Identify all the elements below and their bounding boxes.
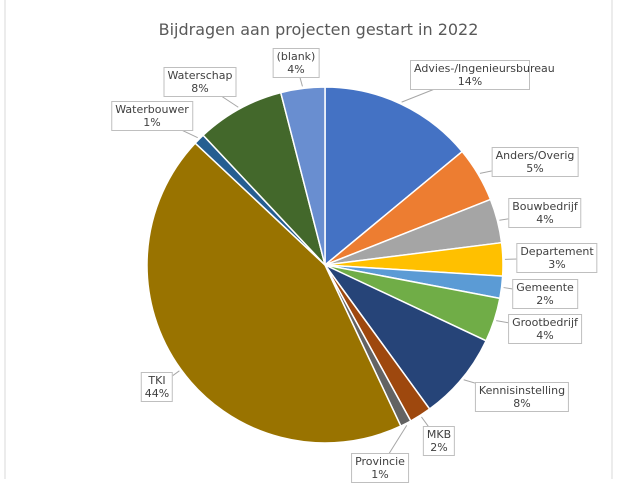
data-label: Kennisinstelling 8% bbox=[474, 382, 570, 412]
data-label: Provincie 1% bbox=[351, 453, 409, 483]
value-label: 1% bbox=[371, 468, 389, 481]
pie-slice bbox=[279, 86, 326, 266]
category-label: Gemeente bbox=[516, 281, 574, 294]
category-label: MKB bbox=[426, 428, 452, 441]
category-label: Anders/Overig bbox=[495, 149, 575, 162]
data-label: (blank) 4% bbox=[272, 48, 320, 78]
pie-slice bbox=[146, 142, 402, 444]
pie-slice bbox=[324, 86, 464, 267]
data-label: Grootbedrijf 4% bbox=[508, 314, 582, 344]
value-label: 2% bbox=[430, 441, 448, 454]
pie-slice bbox=[202, 91, 326, 266]
data-label: Bouwbedrijf 4% bbox=[508, 198, 582, 228]
category-label: Waterbouwer bbox=[115, 103, 189, 116]
category-label: (blank) bbox=[276, 50, 316, 63]
category-label: Provincie bbox=[355, 455, 405, 468]
category-label: TKI bbox=[148, 374, 166, 387]
category-label: Bouwbedrijf bbox=[512, 200, 578, 213]
value-label: 14% bbox=[457, 75, 483, 88]
data-label: Waterschap 8% bbox=[163, 67, 237, 97]
pie-slice bbox=[324, 264, 488, 411]
data-label: TKI 44% bbox=[140, 372, 174, 402]
data-label: Gemeente 2% bbox=[512, 279, 578, 309]
value-label: 4% bbox=[536, 213, 554, 226]
category-label: Waterschap bbox=[167, 69, 233, 82]
category-label: Departement bbox=[520, 245, 594, 258]
value-label: 1% bbox=[143, 116, 161, 129]
data-label: MKB 2% bbox=[422, 426, 456, 456]
value-label: 4% bbox=[287, 63, 305, 76]
chart-title: Bijdragen aan projecten gestart in 2022 bbox=[158, 20, 479, 39]
data-label: Waterbouwer 1% bbox=[111, 101, 193, 131]
value-label: 8% bbox=[191, 82, 209, 95]
category-label: Advies-/Ingenieursbureau bbox=[414, 62, 555, 75]
value-label: 2% bbox=[536, 294, 554, 307]
value-label: 4% bbox=[536, 329, 554, 342]
value-label: 3% bbox=[548, 258, 566, 271]
category-label: Kennisinstelling bbox=[478, 384, 566, 397]
value-label: 44% bbox=[144, 387, 170, 400]
category-label: Grootbedrijf bbox=[512, 316, 578, 329]
data-label: Anders/Overig 5% bbox=[491, 147, 579, 177]
value-label: 8% bbox=[513, 397, 531, 410]
data-label: Departement 3% bbox=[516, 243, 598, 273]
value-label: 5% bbox=[526, 162, 544, 175]
data-label: Advies-/Ingenieursbureau 14% bbox=[410, 60, 555, 90]
